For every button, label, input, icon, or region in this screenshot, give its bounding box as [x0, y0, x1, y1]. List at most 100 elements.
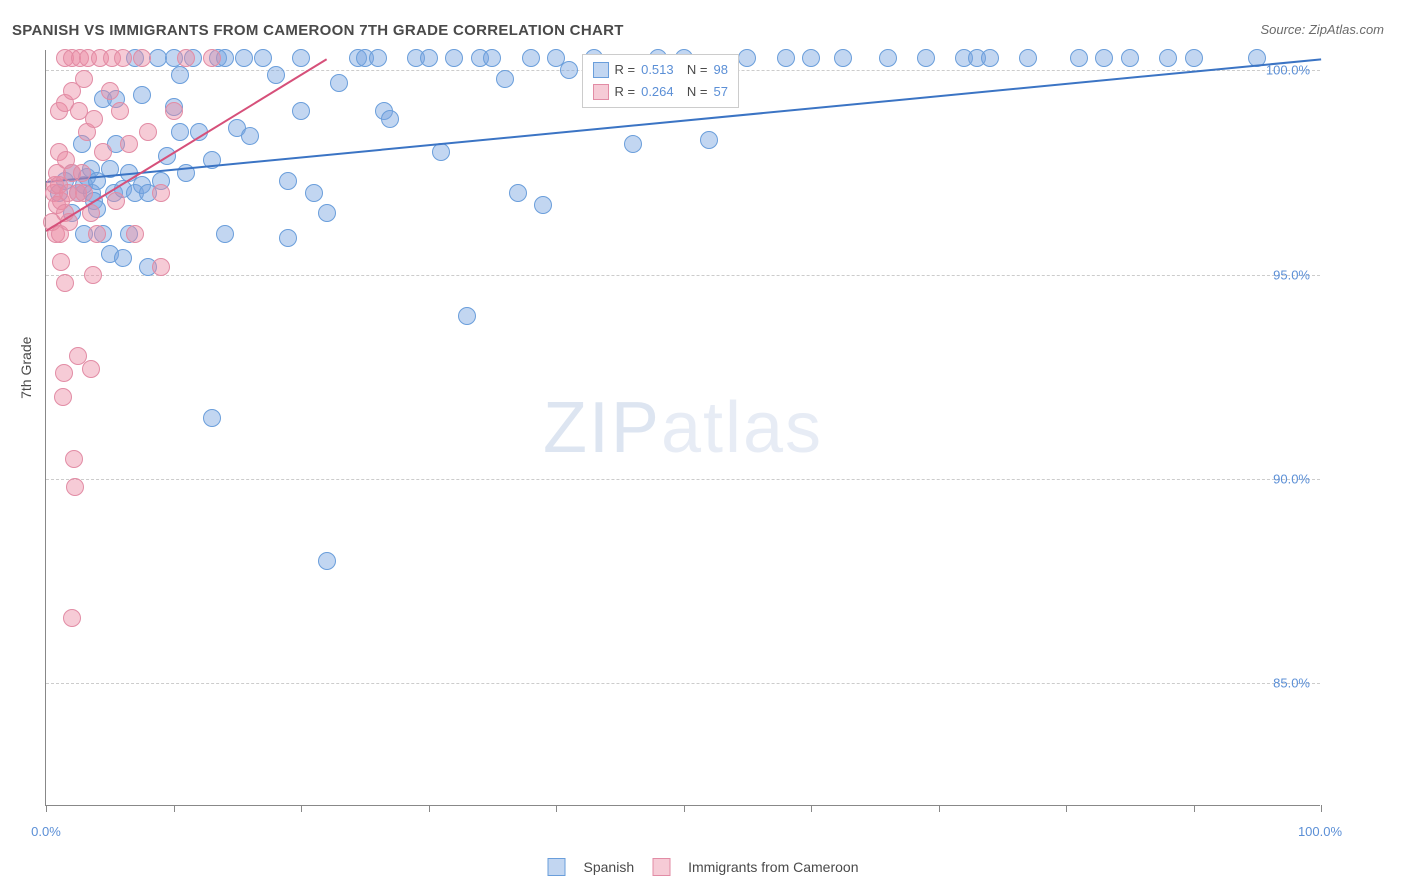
data-point: [1070, 49, 1088, 67]
n-value: 57: [713, 81, 727, 103]
y-tick-label: 100.0%: [1266, 63, 1310, 78]
data-point: [203, 409, 221, 427]
data-point: [1121, 49, 1139, 67]
data-point: [917, 49, 935, 67]
data-point: [834, 49, 852, 67]
legend-row: R = 0.264 N = 57: [593, 81, 728, 103]
data-point: [445, 49, 463, 67]
data-point: [534, 196, 552, 214]
data-point: [114, 49, 132, 67]
data-point: [1185, 49, 1203, 67]
data-point: [1159, 49, 1177, 67]
data-point: [318, 552, 336, 570]
x-tick: [684, 805, 685, 812]
data-point: [496, 70, 514, 88]
data-point: [94, 143, 112, 161]
x-tick: [1194, 805, 1195, 812]
watermark: ZIPatlas: [543, 387, 823, 469]
watermark-zip: ZIP: [543, 388, 661, 468]
x-tick: [1321, 805, 1322, 812]
gridline: [46, 683, 1320, 684]
r-value: 0.264: [641, 81, 674, 103]
data-point: [152, 258, 170, 276]
data-point: [165, 102, 183, 120]
data-point: [73, 164, 91, 182]
data-point: [1095, 49, 1113, 67]
data-point: [107, 192, 125, 210]
y-tick-label: 95.0%: [1273, 267, 1310, 282]
x-tick: [811, 805, 812, 812]
data-point: [802, 49, 820, 67]
gridline: [46, 479, 1320, 480]
data-point: [133, 86, 151, 104]
legend-swatch: [593, 84, 609, 100]
data-point: [216, 225, 234, 243]
data-point: [522, 49, 540, 67]
data-point: [111, 102, 129, 120]
x-tick: [556, 805, 557, 812]
x-tick: [46, 805, 47, 812]
data-point: [84, 266, 102, 284]
watermark-atlas: atlas: [661, 388, 823, 468]
data-point: [85, 110, 103, 128]
data-point: [101, 82, 119, 100]
data-point: [177, 49, 195, 67]
legend-row: R = 0.513 N = 98: [593, 59, 728, 81]
legend-swatch: [652, 858, 670, 876]
data-point: [318, 204, 336, 222]
source-attribution: Source: ZipAtlas.com: [1260, 22, 1384, 37]
data-point: [54, 388, 72, 406]
x-tick: [301, 805, 302, 812]
x-tick: [939, 805, 940, 812]
data-point: [133, 49, 151, 67]
data-point: [420, 49, 438, 67]
data-point: [75, 184, 93, 202]
legend-swatch: [548, 858, 566, 876]
n-label: N =: [680, 59, 708, 81]
data-point: [879, 49, 897, 67]
data-point: [483, 49, 501, 67]
data-point: [509, 184, 527, 202]
data-point: [700, 131, 718, 149]
data-point: [114, 249, 132, 267]
data-point: [458, 307, 476, 325]
data-point: [777, 49, 795, 67]
legend-label: Spanish: [584, 859, 635, 875]
data-point: [292, 49, 310, 67]
x-min-label: 0.0%: [31, 824, 61, 839]
data-point: [203, 49, 221, 67]
data-point: [369, 49, 387, 67]
data-point: [126, 225, 144, 243]
x-tick: [174, 805, 175, 812]
chart-title: SPANISH VS IMMIGRANTS FROM CAMEROON 7TH …: [12, 22, 624, 39]
y-axis-label: 7th Grade: [18, 337, 34, 399]
x-max-label: 100.0%: [1298, 824, 1342, 839]
data-point: [55, 364, 73, 382]
correlation-legend: R = 0.513 N = 98 R = 0.264 N = 57: [582, 54, 739, 108]
r-label: R =: [615, 59, 636, 81]
data-point: [82, 360, 100, 378]
data-point: [267, 66, 285, 84]
legend-swatch: [593, 62, 609, 78]
data-point: [432, 143, 450, 161]
data-point: [120, 135, 138, 153]
data-point: [152, 184, 170, 202]
data-point: [171, 123, 189, 141]
x-tick: [1066, 805, 1067, 812]
legend-label: Immigrants from Cameroon: [688, 859, 858, 875]
data-point: [66, 478, 84, 496]
r-value: 0.513: [641, 59, 674, 81]
data-point: [1019, 49, 1037, 67]
data-point: [52, 253, 70, 271]
data-point: [75, 70, 93, 88]
data-point: [560, 61, 578, 79]
data-point: [981, 49, 999, 67]
x-tick: [429, 805, 430, 812]
data-point: [88, 225, 106, 243]
data-point: [624, 135, 642, 153]
data-point: [235, 49, 253, 67]
data-point: [330, 74, 348, 92]
y-tick-label: 90.0%: [1273, 472, 1310, 487]
data-point: [241, 127, 259, 145]
data-point: [279, 229, 297, 247]
